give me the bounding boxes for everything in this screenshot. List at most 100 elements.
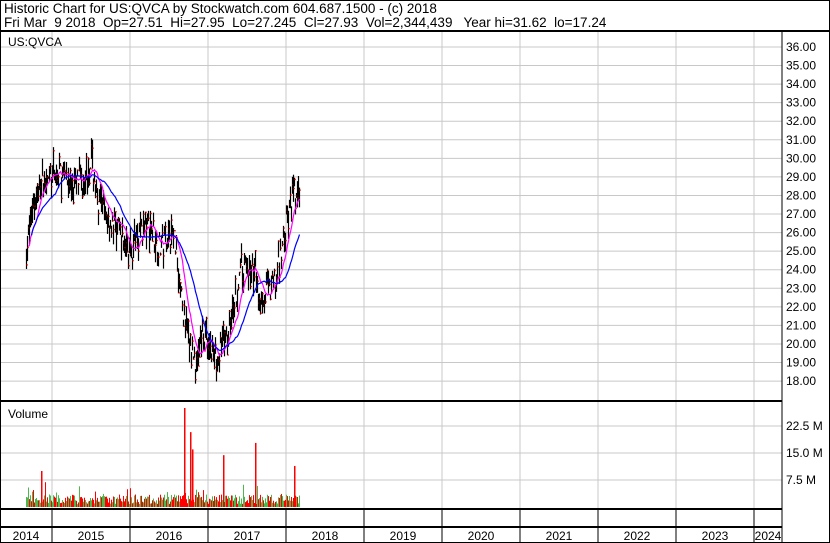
close-tick	[170, 246, 172, 249]
quote-summary: Fri Mar 9 2018 Op=27.51 Hi=27.95 Lo=27.2…	[4, 15, 607, 30]
volume-bar	[183, 495, 184, 507]
volume-bar	[163, 497, 164, 507]
close-tick	[278, 240, 280, 242]
volume-bar	[258, 499, 259, 507]
close-tick	[61, 197, 63, 200]
price-tick-label: 36.00	[786, 40, 816, 54]
close-tick	[215, 344, 217, 346]
close-tick	[290, 194, 292, 196]
volume-bar	[127, 489, 128, 507]
volume-spike-bar	[255, 442, 257, 507]
volume-bar	[203, 490, 204, 507]
volume-bar	[59, 498, 60, 507]
volume-bar	[105, 496, 106, 507]
volume-bar	[160, 494, 161, 507]
close-tick	[53, 150, 55, 152]
close-tick	[26, 264, 28, 266]
close-tick	[120, 226, 122, 228]
volume-bar	[32, 491, 33, 507]
volume-bar	[140, 495, 141, 507]
volume-bar	[31, 501, 32, 507]
close-tick	[283, 227, 285, 229]
close-tick	[97, 200, 99, 203]
volume-bar	[132, 503, 133, 507]
volume-bar	[142, 501, 143, 507]
volume-bar	[264, 503, 265, 507]
close-tick	[195, 379, 197, 381]
close-tick	[138, 250, 140, 252]
close-tick	[277, 266, 279, 268]
volume-bar	[113, 496, 114, 507]
volume-bar	[78, 502, 79, 507]
volume-bar	[95, 491, 96, 507]
price-tick-label: 31.00	[786, 133, 816, 147]
close-tick	[113, 228, 115, 231]
volume-bar	[265, 498, 266, 507]
volume-bar	[117, 497, 118, 507]
volume-bar	[50, 495, 51, 507]
volume-bar	[218, 501, 219, 507]
volume-bar	[169, 503, 170, 507]
close-tick	[163, 255, 165, 257]
year-label: 2020	[468, 529, 495, 543]
volume-bar	[56, 492, 57, 507]
close-tick	[193, 358, 195, 360]
volume-bar	[48, 502, 49, 507]
volume-bar	[128, 501, 129, 507]
close-tick	[90, 168, 92, 170]
close-tick	[150, 212, 152, 215]
close-tick	[241, 253, 243, 255]
volume-bar	[164, 494, 165, 507]
close-tick	[198, 365, 200, 367]
volume-bar	[60, 503, 61, 507]
volume-bar	[109, 497, 110, 507]
volume-bar	[47, 497, 48, 507]
volume-bar	[46, 501, 47, 507]
volume-bar	[182, 495, 183, 507]
volume-bar	[231, 495, 232, 507]
close-tick	[291, 218, 293, 221]
close-tick	[133, 242, 135, 244]
volume-bar	[188, 495, 189, 507]
volume-bar	[204, 502, 205, 507]
volume-bar	[272, 502, 273, 507]
close-tick	[108, 215, 110, 218]
volume-bar	[87, 503, 88, 507]
volume-bar	[289, 495, 290, 507]
close-tick	[178, 292, 180, 294]
volume-bar	[278, 497, 279, 507]
volume-bar	[277, 503, 278, 507]
price-tick-label: 33.00	[786, 96, 816, 110]
volume-bar	[148, 496, 149, 507]
close-tick	[211, 358, 213, 360]
volume-bar	[229, 497, 230, 507]
price-tick-label: 34.00	[786, 77, 816, 91]
close-tick	[202, 322, 204, 324]
volume-bar	[245, 502, 246, 507]
close-tick	[194, 352, 196, 354]
volume-bars	[26, 408, 300, 507]
moving-averages	[28, 168, 301, 357]
volume-bar	[291, 496, 292, 507]
close-tick	[234, 307, 236, 309]
volume-bar	[165, 500, 166, 507]
close-tick	[265, 301, 267, 303]
volume-bar	[279, 497, 280, 507]
close-tick	[280, 247, 282, 249]
close-tick	[37, 183, 39, 186]
close-tick	[94, 180, 96, 183]
volume-spike-bar	[184, 408, 186, 507]
volume-bar	[125, 498, 126, 507]
volume-tick-label: 22.5 M	[786, 419, 823, 433]
year-label: 2014	[13, 529, 40, 543]
close-tick	[237, 310, 239, 312]
volume-bar	[254, 502, 255, 507]
close-tick	[156, 239, 158, 242]
year-label: 2019	[390, 529, 417, 543]
close-tick	[145, 211, 147, 213]
close-tick	[184, 305, 186, 307]
volume-bar	[86, 502, 87, 507]
volume-bar	[241, 498, 242, 507]
volume-bar	[171, 494, 172, 507]
